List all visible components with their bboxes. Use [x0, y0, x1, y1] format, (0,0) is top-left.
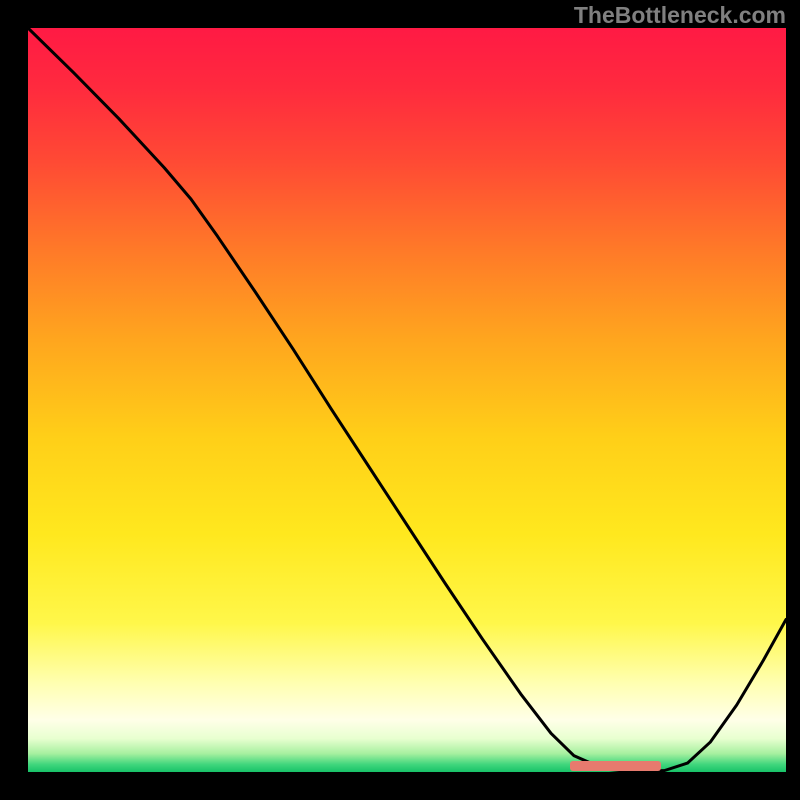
optimal-range-bar [570, 761, 661, 771]
curve-path [28, 28, 786, 772]
plot-area [28, 28, 786, 772]
watermark-text: TheBottleneck.com [574, 2, 786, 29]
bottleneck-curve [28, 28, 786, 772]
